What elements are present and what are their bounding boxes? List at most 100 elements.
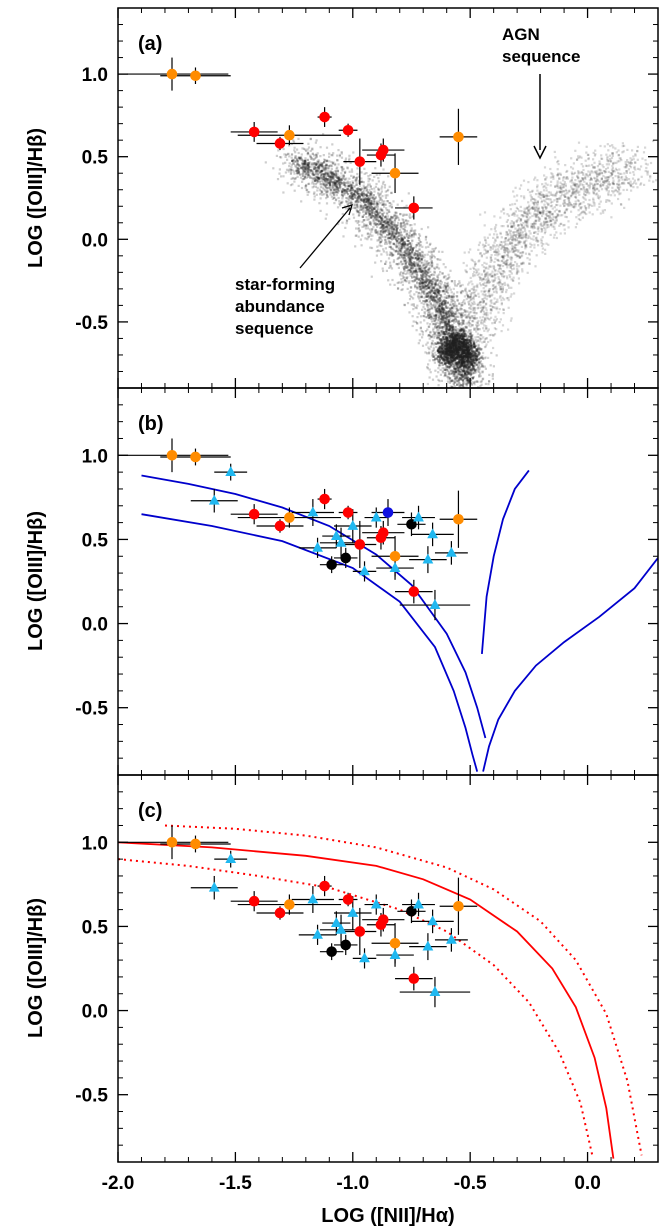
density-cell — [503, 298, 506, 301]
density-cell — [432, 278, 435, 281]
density-cell — [379, 220, 382, 223]
density-cell — [311, 182, 314, 185]
density-cell — [338, 200, 341, 203]
density-cell — [412, 280, 415, 283]
density-cell — [366, 218, 369, 221]
density-cell — [432, 320, 435, 323]
density-cell — [330, 184, 333, 187]
density-cell — [421, 275, 424, 278]
density-cell — [365, 193, 369, 197]
density-cell — [344, 189, 347, 192]
density-cell — [308, 161, 311, 164]
density-cell — [302, 177, 305, 180]
density-cell — [559, 191, 562, 194]
density-cell — [364, 194, 367, 197]
density-cell — [385, 225, 388, 228]
density-cell — [462, 366, 465, 369]
density-cell — [439, 279, 442, 282]
density-cell — [430, 291, 433, 294]
density-cell — [341, 166, 344, 169]
density-cell — [341, 192, 344, 195]
density-cell — [362, 198, 365, 201]
density-cell — [472, 320, 475, 323]
density-cell — [380, 198, 383, 202]
density-cell — [403, 267, 406, 270]
density-cell — [608, 183, 611, 186]
density-cell — [585, 188, 589, 191]
density-cell — [449, 372, 452, 375]
density-cell — [396, 287, 400, 290]
density-cell — [611, 182, 614, 185]
density-cell — [387, 220, 390, 223]
density-cell — [381, 235, 384, 239]
density-cell — [307, 165, 311, 168]
density-cell — [303, 177, 307, 180]
density-cell — [479, 356, 482, 359]
density-cell — [345, 177, 348, 180]
density-cell — [424, 266, 427, 269]
density-cell — [493, 215, 496, 218]
density-cell — [430, 343, 433, 346]
density-cell — [623, 182, 626, 185]
density-cell — [459, 285, 462, 288]
density-cell — [324, 176, 327, 179]
density-cell — [439, 305, 442, 308]
density-cell — [314, 170, 317, 173]
density-cell — [318, 160, 321, 163]
density-cell — [327, 186, 330, 189]
density-cell — [484, 238, 487, 241]
density-cell — [410, 229, 413, 232]
density-cell — [359, 238, 362, 241]
density-cell — [379, 222, 382, 225]
density-cell — [461, 373, 464, 377]
density-cell — [366, 191, 369, 194]
density-cell — [418, 282, 421, 285]
density-cell — [390, 235, 393, 238]
density-cell — [509, 208, 512, 211]
density-cell — [350, 186, 353, 190]
density-cell — [465, 370, 469, 373]
density-cell — [467, 302, 471, 305]
density-cell — [452, 334, 455, 337]
density-cell — [473, 317, 476, 320]
density-cell — [467, 372, 470, 375]
density-cell — [373, 219, 376, 222]
density-cell — [426, 341, 429, 344]
density-cell — [390, 252, 393, 255]
density-cell — [521, 230, 524, 234]
density-cell — [370, 208, 373, 211]
density-cell — [510, 225, 513, 228]
density-cell — [465, 371, 468, 374]
density-cell — [621, 142, 624, 145]
density-cell — [436, 274, 439, 277]
density-cell — [437, 331, 440, 334]
density-cell — [303, 170, 306, 173]
density-cell — [428, 275, 431, 278]
density-cell — [463, 363, 466, 366]
density-cell — [417, 342, 420, 345]
density-cell — [400, 245, 403, 249]
density-cell — [436, 287, 439, 290]
density-cell — [380, 228, 384, 231]
density-cell — [605, 153, 608, 156]
density-cell — [460, 374, 463, 377]
density-cell — [585, 212, 588, 216]
density-cell — [594, 184, 597, 187]
density-cell — [436, 309, 439, 312]
density-cell — [328, 175, 331, 178]
density-cell — [313, 167, 316, 170]
density-cell — [389, 254, 392, 257]
density-cell — [399, 223, 402, 226]
density-cell — [438, 363, 441, 366]
density-cell — [593, 176, 596, 179]
density-cell — [428, 278, 431, 281]
density-cell — [439, 270, 442, 274]
density-cell — [563, 199, 566, 202]
density-cell — [451, 319, 454, 322]
density-cell — [445, 313, 449, 317]
density-cell — [380, 239, 383, 242]
density-cell — [441, 333, 445, 336]
density-cell — [377, 193, 380, 196]
density-cell — [298, 172, 301, 175]
density-cell — [411, 273, 414, 276]
